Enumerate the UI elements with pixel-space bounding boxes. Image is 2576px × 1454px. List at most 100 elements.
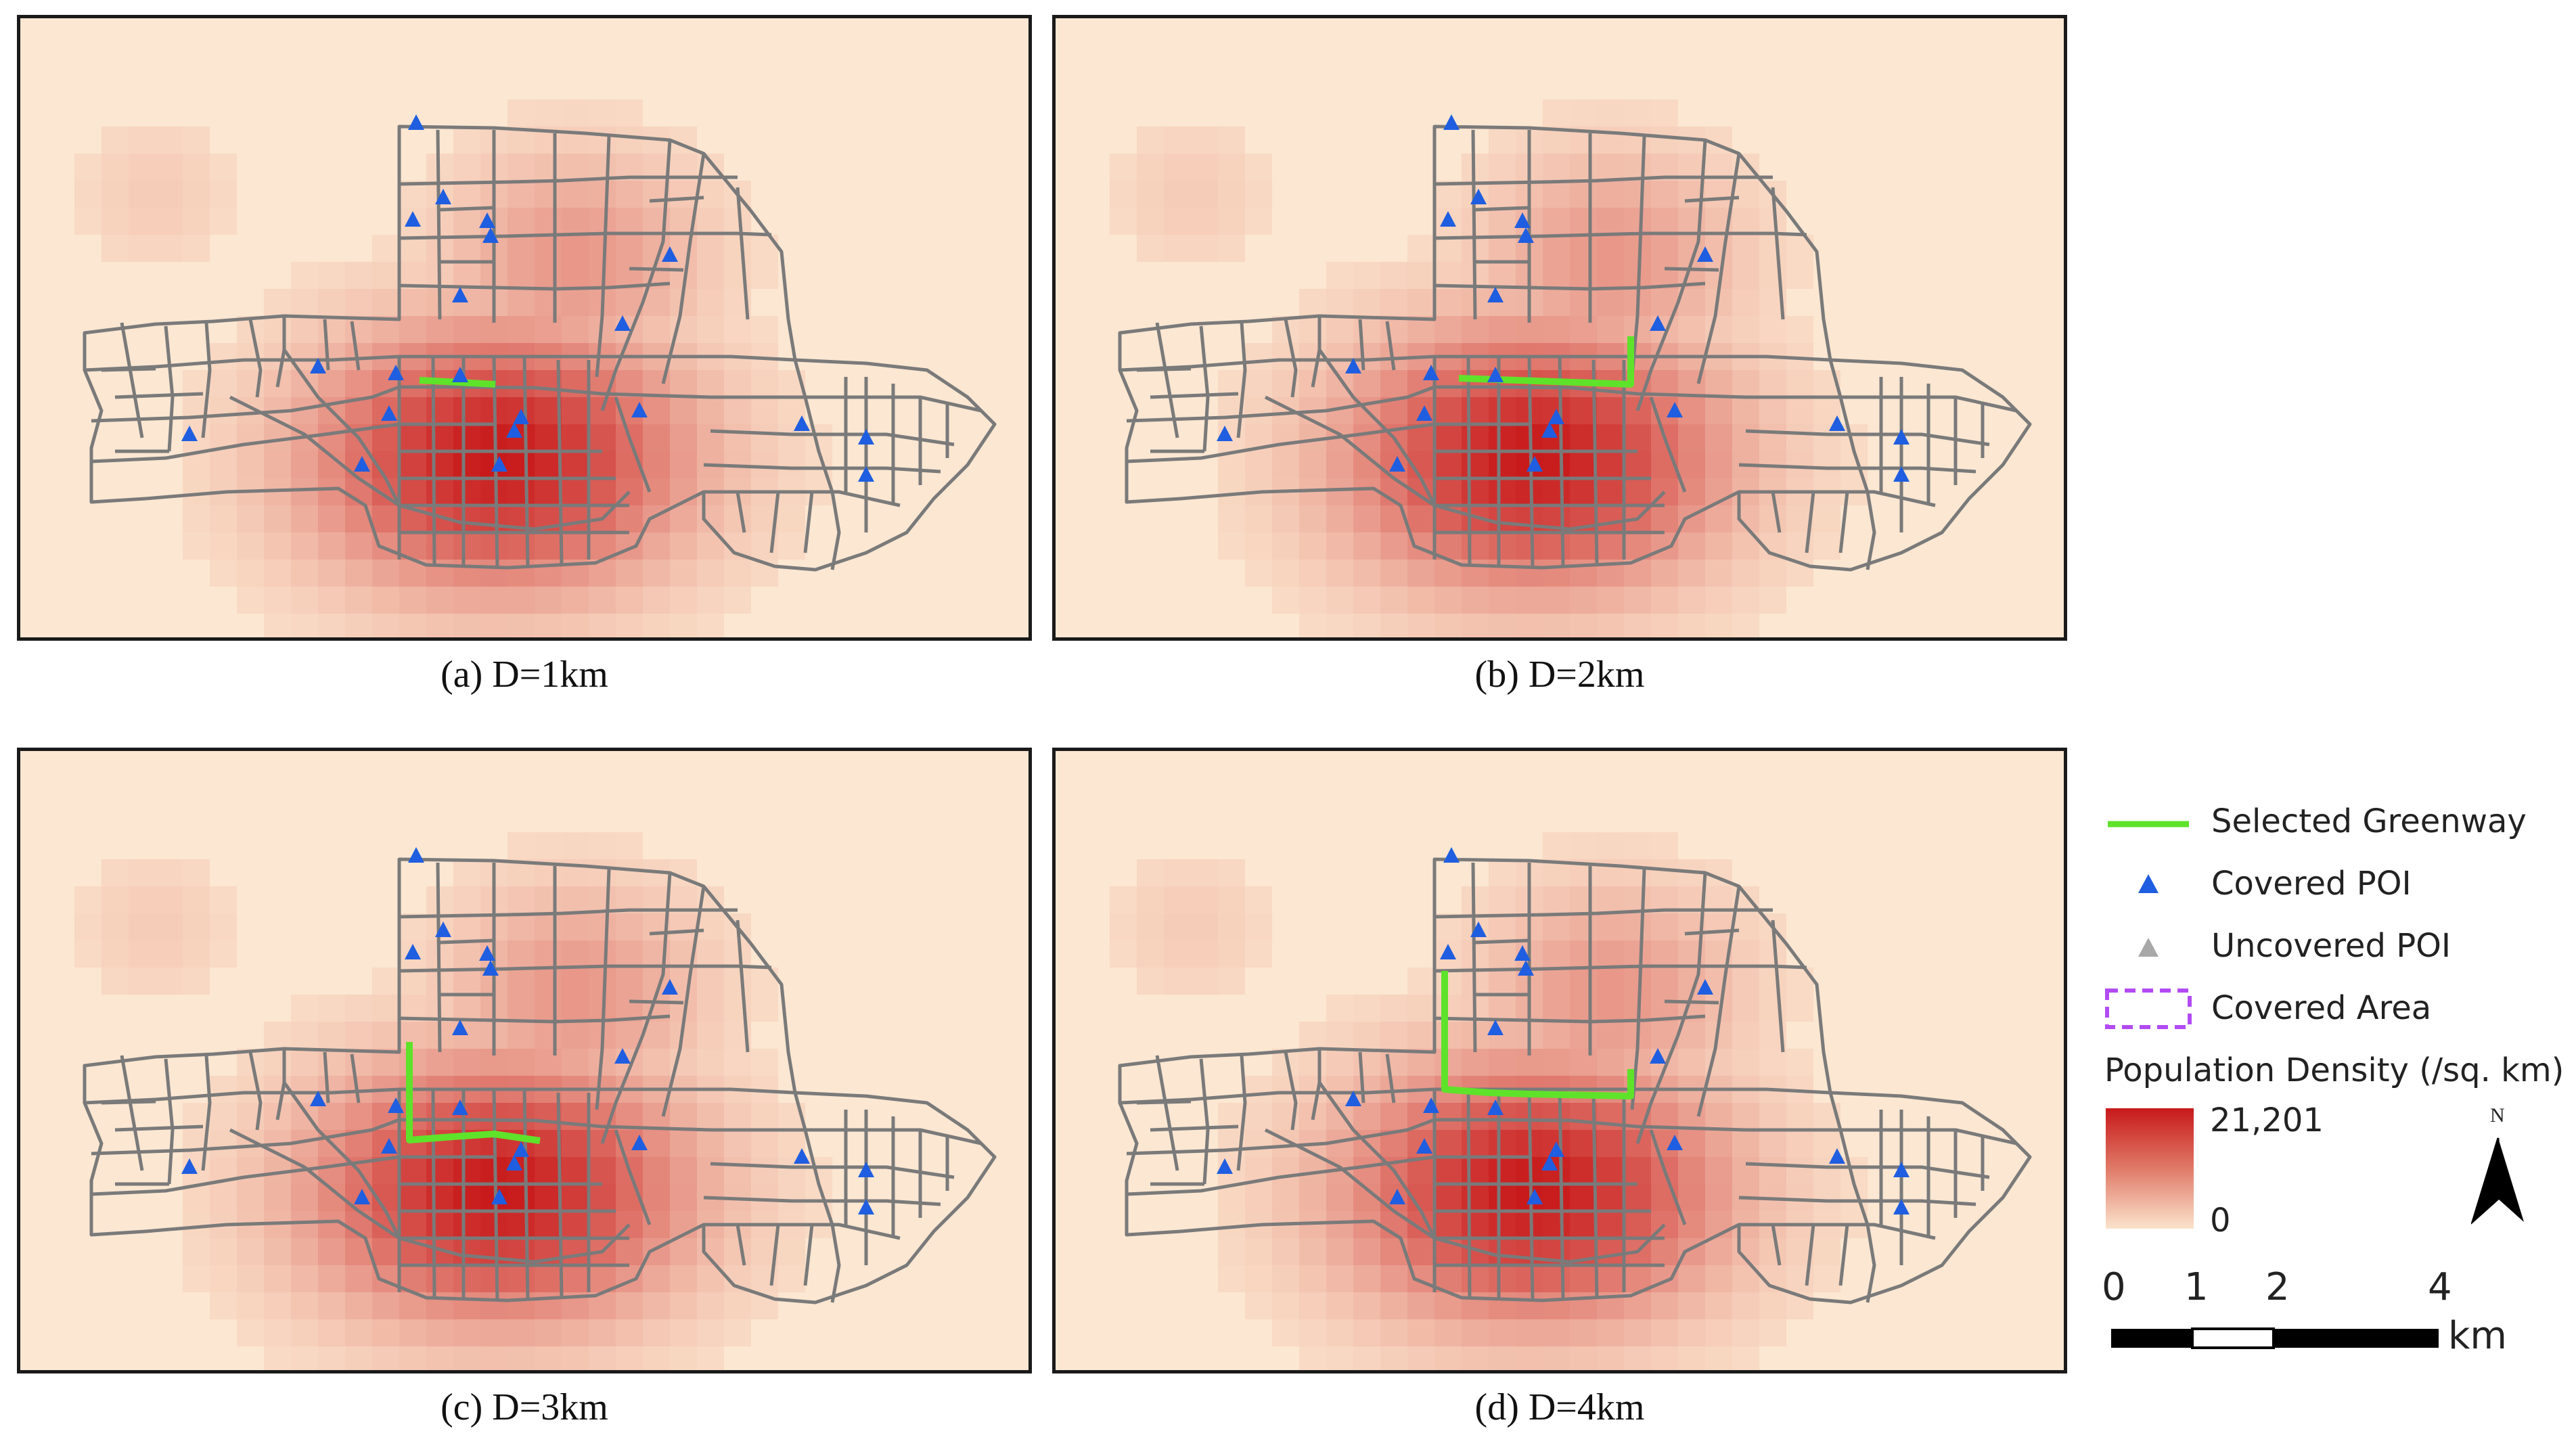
road (436, 862, 442, 1053)
road (1828, 359, 1876, 570)
legend-greenway-swatch (2108, 821, 2189, 827)
road (736, 919, 750, 1053)
covered-poi-icon (479, 212, 495, 228)
covered-poi-icon (614, 315, 631, 331)
road (399, 1014, 671, 1024)
covered-poi-icon (491, 456, 507, 472)
caption-b: (b) D=2km (1474, 654, 1645, 696)
road (399, 281, 671, 291)
covered-poi-icon (1829, 1148, 1845, 1164)
selected-greenway (1458, 336, 1634, 388)
road (1739, 490, 1936, 507)
covered-poi-icon (858, 466, 874, 482)
road (399, 908, 738, 919)
road (248, 1051, 263, 1131)
road (164, 1058, 175, 1185)
road (1474, 938, 1530, 945)
covered-poi-icon (794, 415, 810, 431)
road (1126, 422, 1529, 463)
road (1264, 1128, 1666, 1264)
scale-tick-2: 2 (2265, 1265, 2290, 1309)
covered-poi-icon (1893, 1162, 1910, 1177)
road (1771, 187, 1785, 320)
road (600, 139, 672, 411)
legend-uncovered-poi-label: Uncovered POI (2211, 927, 2451, 965)
road (1317, 348, 1437, 507)
population-density-layer (1110, 99, 1868, 637)
caption-c: (c) D=3km (440, 1386, 608, 1428)
road (1385, 321, 1396, 371)
covered-poi-icon (1667, 402, 1683, 417)
road (769, 1224, 780, 1286)
covered-poi-icon (435, 189, 451, 204)
covered-poi-icon (1541, 1155, 1558, 1171)
road (1434, 175, 1773, 186)
road (614, 396, 652, 493)
poi-layer (181, 847, 874, 1214)
road (1434, 231, 1807, 240)
covered-poi-icon (408, 114, 424, 130)
map-panel-b (1052, 15, 2067, 641)
road (1635, 872, 1707, 1144)
road (229, 1128, 631, 1264)
road (1434, 908, 1773, 919)
road (1317, 1081, 1437, 1240)
road (1838, 1224, 1849, 1286)
map-panel-d (1052, 748, 2067, 1373)
road (1434, 1014, 1706, 1024)
legend-density-title: Population Density (/sq. km) (2104, 1051, 2564, 1089)
north-label: N (2490, 1104, 2505, 1127)
legend-greenway-label: Selected Greenway (2211, 802, 2527, 840)
caption-a: (a) D=1km (440, 654, 608, 696)
covered-poi-icon (614, 1048, 631, 1064)
uncovered-poi-icon (2138, 938, 2159, 957)
road (399, 964, 772, 973)
covered-poi-icon (435, 922, 451, 937)
road (1635, 139, 1707, 411)
road (1136, 1099, 1192, 1105)
road (1199, 1058, 1210, 1185)
road (1284, 1051, 1298, 1131)
road (1838, 491, 1849, 553)
road-network (83, 857, 997, 1304)
covered-poi-icon (1667, 1135, 1683, 1150)
covered-poi-icon (1829, 415, 1845, 431)
covered-poi-icon (310, 358, 326, 373)
road (114, 392, 204, 399)
covered-poi-icon (181, 426, 198, 441)
covered-poi-icon (1345, 1091, 1361, 1106)
covered-poi-icon (513, 1141, 529, 1157)
road (1738, 463, 1976, 474)
covered-poi-icon (1548, 409, 1564, 424)
scale-tick-0: 0 (2102, 1265, 2126, 1309)
road (710, 395, 982, 413)
road (399, 231, 772, 240)
road (431, 1089, 436, 1300)
covered-poi-icon (181, 1158, 198, 1174)
covered-poi-icon (354, 456, 370, 472)
road (1434, 281, 1706, 291)
covered-poi-icon (405, 944, 421, 959)
road (83, 857, 997, 1304)
road (431, 356, 436, 567)
covered-poi-icon (1443, 114, 1460, 130)
covered-poi-icon (1893, 1199, 1910, 1214)
legend-density-max: 21,201 (2210, 1101, 2324, 1139)
covered-poi-icon (631, 1135, 648, 1150)
covered-poi-icon (1217, 426, 1233, 441)
covered-poi-icon (354, 1189, 370, 1204)
north-arrow-icon (2471, 1137, 2524, 1225)
road (399, 175, 738, 186)
road (229, 395, 631, 531)
road (1118, 124, 2032, 572)
road (704, 490, 901, 507)
covered-poi-icon (388, 365, 404, 380)
road (1684, 928, 1740, 936)
road (1466, 356, 1472, 567)
covered-poi-icon (662, 979, 678, 995)
road (350, 321, 361, 371)
covered-poi-icon (1650, 315, 1666, 331)
road (1649, 396, 1687, 493)
road (1771, 1224, 1782, 1266)
